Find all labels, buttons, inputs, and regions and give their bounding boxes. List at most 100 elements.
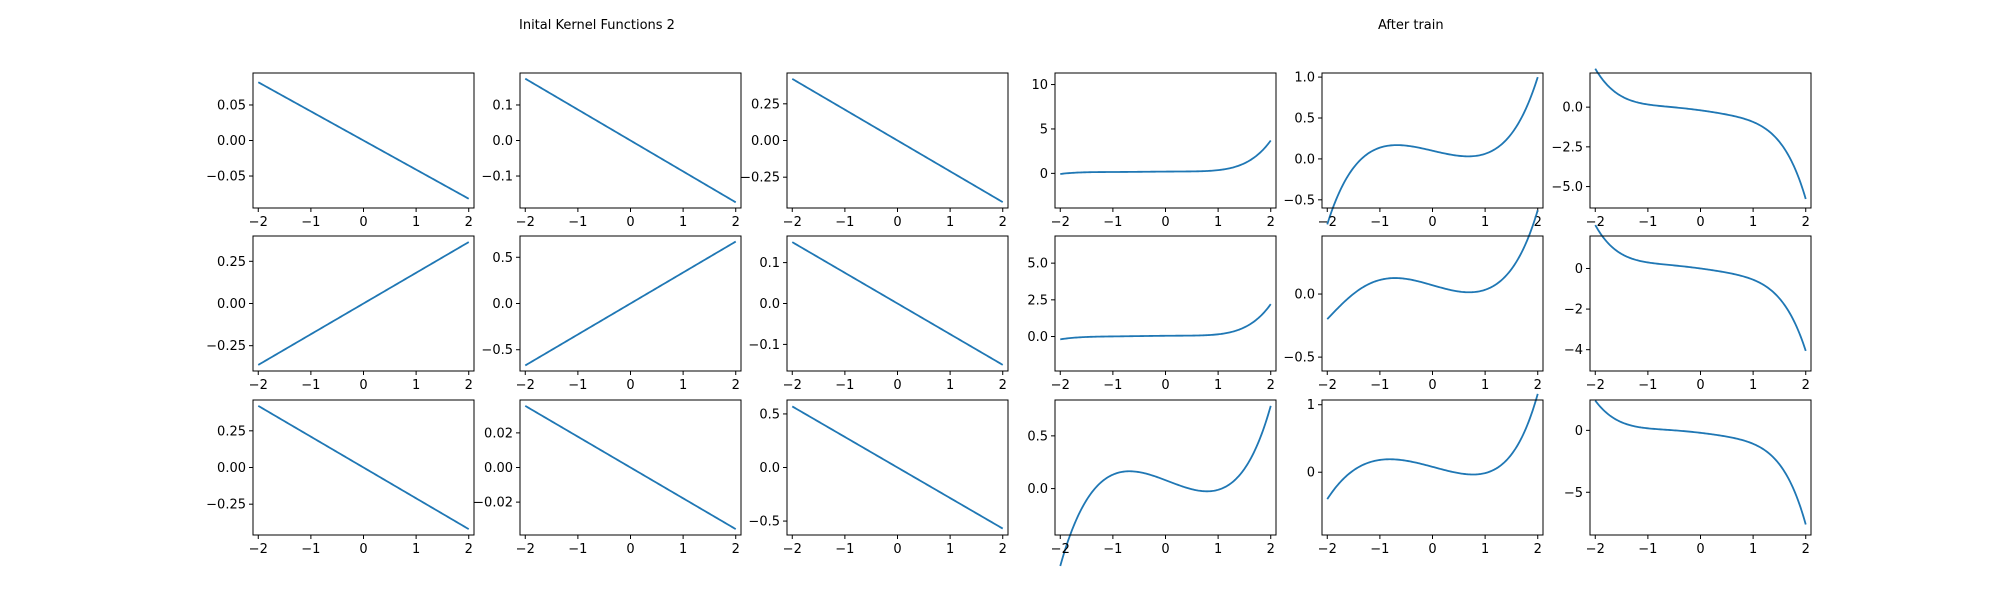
y-tick-label: 5.0 — [1027, 257, 1048, 272]
x-tick-label: −2 — [1586, 215, 1605, 230]
y-tick-label: 0.00 — [217, 134, 246, 149]
x-tick-label: −1 — [1638, 215, 1657, 230]
x-tick-label: 1 — [1481, 542, 1489, 557]
subplot-r1-c2: −2 −1 0 1 2 0.1 0.0 −0.1 — [481, 72, 742, 230]
x-tick-label: −2 — [1318, 542, 1337, 557]
subplot-r1-c4: −2 −1 0 1 2 10 5 0 — [1031, 72, 1277, 230]
subplot-r2-c1: −2 −1 0 1 2 0.25 0.00 −0.25 — [206, 235, 475, 393]
y-tick-label: 0.00 — [217, 461, 246, 476]
x-tick-label: −1 — [301, 378, 320, 393]
x-tick-label: 2 — [1802, 215, 1810, 230]
series-line — [1594, 224, 1807, 352]
x-tick-label: −1 — [1370, 542, 1389, 557]
y-tick-label: 0.0 — [1562, 101, 1583, 116]
series-line — [524, 405, 737, 530]
x-tick-label: 2 — [1802, 542, 1810, 557]
series-line — [257, 81, 470, 200]
subplot-r1-c1: −2 −1 0 1 2 0.05 0.00 −0.05 — [206, 72, 475, 230]
x-tick-label: −1 — [1103, 542, 1122, 557]
x-tick-label: −2 — [1051, 378, 1070, 393]
y-tick-label: 0.25 — [217, 255, 246, 270]
y-tick-label: −2.5 — [1551, 140, 1583, 155]
x-tick-label: 1 — [412, 215, 420, 230]
x-tick-label: 1 — [1214, 542, 1222, 557]
x-tick-label: 0 — [1428, 378, 1436, 393]
series-line — [257, 405, 470, 530]
x-tick-label: 1 — [1481, 378, 1489, 393]
y-tick-label: −2 — [1564, 303, 1583, 318]
x-tick-label: −1 — [1370, 378, 1389, 393]
x-tick-label: −1 — [1103, 215, 1122, 230]
y-tick-label: 0.0 — [1294, 152, 1315, 167]
y-tick-label: −4 — [1564, 343, 1583, 358]
y-tick-label: 0.1 — [492, 98, 513, 113]
x-tick-label: 1 — [946, 378, 954, 393]
x-tick-label: 0 — [359, 378, 367, 393]
y-tick-label: 0.5 — [1294, 112, 1315, 127]
subplot-r3-c2: −2 −1 0 1 2 0.02 0.00 −0.02 — [473, 399, 742, 557]
series-line — [1060, 303, 1272, 341]
y-tick-label: −0.5 — [1283, 351, 1315, 366]
y-tick-label: 0.5 — [759, 407, 780, 422]
y-tick-label: 5 — [1040, 122, 1048, 137]
x-tick-label: −2 — [1318, 378, 1337, 393]
series-line — [791, 241, 1004, 366]
subplot-r1-c6: −2 −1 0 1 2 0.0 −2.5 −5.0 — [1551, 68, 1812, 230]
axes-frame — [1589, 399, 1812, 536]
x-tick-label: −2 — [1586, 378, 1605, 393]
y-tick-label: −5 — [1564, 486, 1583, 501]
y-tick-label: 0.5 — [492, 251, 513, 266]
y-tick-label: −0.5 — [481, 343, 513, 358]
y-tick-label: 0.0 — [759, 297, 780, 312]
x-tick-label: 0 — [626, 542, 634, 557]
y-tick-label: 1.0 — [1294, 71, 1315, 86]
x-tick-label: 2 — [1267, 215, 1275, 230]
x-tick-label: 1 — [1749, 378, 1757, 393]
x-tick-label: 1 — [1214, 378, 1222, 393]
y-tick-label: −0.1 — [481, 170, 513, 185]
x-tick-label: −1 — [1638, 542, 1657, 557]
axes-frame — [1054, 399, 1277, 536]
x-tick-label: 2 — [1802, 378, 1810, 393]
subplot-r3-c1: −2 −1 0 1 2 0.25 0.00 −0.25 — [206, 399, 475, 557]
x-tick-label: −1 — [835, 215, 854, 230]
subplot-r3-c6: −2 −1 0 1 2 0 −5 — [1564, 399, 1812, 557]
x-tick-label: 0 — [1696, 215, 1704, 230]
x-tick-label: −1 — [301, 542, 320, 557]
series-line — [524, 77, 737, 204]
x-tick-label: 0 — [359, 542, 367, 557]
x-tick-label: −1 — [568, 378, 587, 393]
series-line — [524, 240, 737, 367]
x-tick-label: 0 — [626, 215, 634, 230]
title-after-train: After train — [1378, 18, 1444, 33]
series-line — [1594, 68, 1807, 200]
series-line — [1326, 393, 1539, 500]
series-line — [791, 405, 1004, 530]
x-tick-label: 0 — [893, 542, 901, 557]
subplot-r2-c2: −2 −1 0 1 2 0.5 0.0 −0.5 — [481, 235, 742, 393]
x-tick-label: −1 — [568, 215, 587, 230]
x-tick-label: −1 — [301, 215, 320, 230]
y-tick-label: 0 — [1575, 262, 1583, 277]
x-tick-label: 2 — [1267, 542, 1275, 557]
y-tick-label: 0.0 — [1027, 330, 1048, 345]
x-tick-label: −1 — [1103, 378, 1122, 393]
subplot-r3-c3: −2 −1 0 1 2 0.5 0.0 −0.5 — [748, 399, 1009, 557]
x-tick-label: −1 — [835, 378, 854, 393]
series-line — [1060, 139, 1272, 175]
x-tick-label: 1 — [679, 378, 687, 393]
y-tick-label: 1 — [1307, 398, 1315, 413]
x-tick-label: 0 — [1161, 215, 1169, 230]
y-tick-label: −0.5 — [1283, 193, 1315, 208]
x-tick-label: 2 — [465, 542, 473, 557]
x-tick-label: 1 — [946, 542, 954, 557]
y-tick-label: 0.0 — [1294, 288, 1315, 303]
x-tick-label: −2 — [1586, 542, 1605, 557]
y-tick-label: 0.25 — [751, 97, 780, 112]
series-line — [1326, 209, 1539, 320]
x-tick-label: 0 — [893, 378, 901, 393]
subplot-r3-c5: −2 −1 0 1 2 1 0 — [1307, 393, 1544, 557]
axes-frame — [1054, 235, 1277, 372]
x-tick-label: 2 — [1534, 542, 1542, 557]
x-tick-label: 2 — [465, 378, 473, 393]
